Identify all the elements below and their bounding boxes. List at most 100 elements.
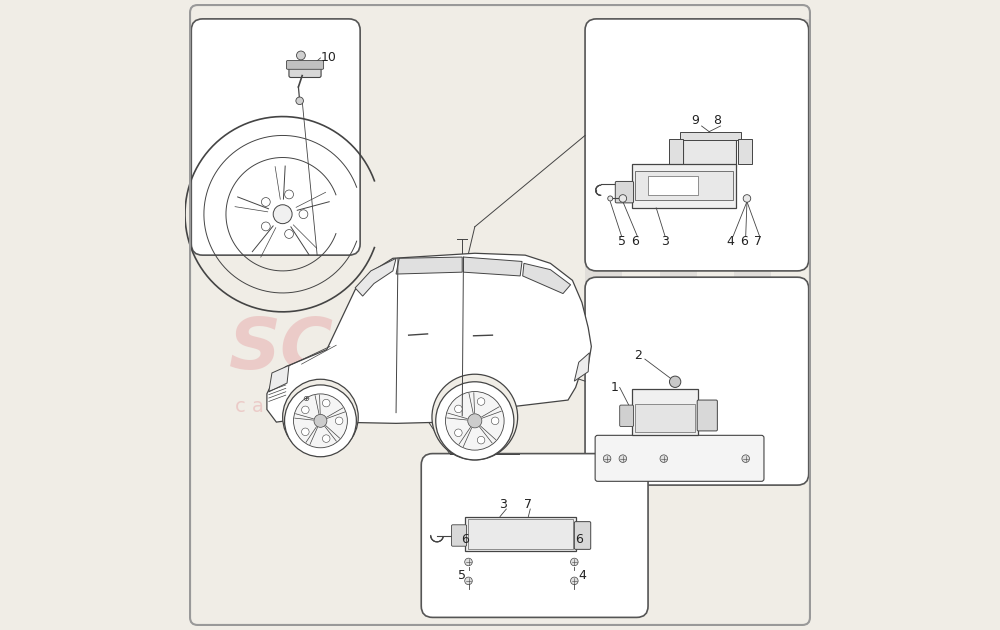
Bar xyxy=(675,361,719,401)
Text: 4: 4 xyxy=(726,235,734,248)
Bar xyxy=(660,96,697,175)
Circle shape xyxy=(302,406,309,414)
Bar xyxy=(632,321,675,361)
Text: 8: 8 xyxy=(713,115,721,127)
Circle shape xyxy=(571,558,578,566)
FancyBboxPatch shape xyxy=(697,400,717,431)
FancyBboxPatch shape xyxy=(595,435,764,481)
Bar xyxy=(719,321,762,361)
Bar xyxy=(585,408,622,485)
Bar xyxy=(622,19,660,96)
Circle shape xyxy=(335,417,343,425)
Bar xyxy=(734,408,771,485)
FancyBboxPatch shape xyxy=(620,405,634,427)
Circle shape xyxy=(302,428,309,435)
Bar xyxy=(771,19,809,96)
Circle shape xyxy=(261,198,270,207)
Text: 5: 5 xyxy=(458,569,466,581)
Circle shape xyxy=(477,437,485,444)
Bar xyxy=(738,139,752,164)
FancyBboxPatch shape xyxy=(585,277,809,485)
Bar xyxy=(771,175,809,252)
Text: 6: 6 xyxy=(741,235,748,248)
Text: 4: 4 xyxy=(578,569,586,581)
Bar xyxy=(660,408,697,485)
Bar xyxy=(635,404,695,432)
Circle shape xyxy=(743,195,751,202)
Circle shape xyxy=(742,455,749,462)
FancyBboxPatch shape xyxy=(585,19,809,271)
Circle shape xyxy=(436,382,514,460)
Circle shape xyxy=(608,196,613,201)
Circle shape xyxy=(465,558,472,566)
Circle shape xyxy=(432,374,518,460)
Bar xyxy=(669,139,683,164)
Circle shape xyxy=(314,415,327,427)
Circle shape xyxy=(285,190,293,199)
Circle shape xyxy=(491,417,499,425)
Circle shape xyxy=(468,414,482,428)
FancyBboxPatch shape xyxy=(289,62,321,77)
Bar xyxy=(675,280,719,321)
Text: 5: 5 xyxy=(618,235,626,248)
Text: 7: 7 xyxy=(754,235,762,248)
Circle shape xyxy=(660,455,668,462)
Circle shape xyxy=(285,385,356,457)
Circle shape xyxy=(571,577,578,585)
Circle shape xyxy=(285,229,293,238)
Text: 1: 1 xyxy=(611,381,619,394)
Bar xyxy=(680,132,741,140)
Text: c a r   p a r t s: c a r p a r t s xyxy=(235,397,373,416)
Polygon shape xyxy=(463,257,522,276)
Bar xyxy=(632,164,736,208)
Polygon shape xyxy=(267,253,591,423)
Text: 7: 7 xyxy=(524,498,532,511)
Text: 6: 6 xyxy=(461,533,469,546)
Bar xyxy=(632,401,675,442)
FancyBboxPatch shape xyxy=(421,454,648,617)
Text: 3: 3 xyxy=(499,498,507,511)
Circle shape xyxy=(619,455,627,462)
Circle shape xyxy=(322,399,330,407)
Text: 3: 3 xyxy=(661,235,669,248)
Bar xyxy=(465,517,576,551)
Circle shape xyxy=(296,97,303,105)
Circle shape xyxy=(477,398,485,405)
Text: 9: 9 xyxy=(691,115,699,127)
Circle shape xyxy=(261,222,270,231)
Circle shape xyxy=(273,205,292,224)
Bar xyxy=(588,442,632,482)
Circle shape xyxy=(619,195,627,202)
Bar xyxy=(648,176,698,195)
Bar xyxy=(622,175,660,252)
Bar xyxy=(585,96,622,175)
FancyBboxPatch shape xyxy=(286,60,324,69)
Bar xyxy=(762,361,806,401)
Bar xyxy=(622,329,660,408)
Circle shape xyxy=(294,394,347,448)
Circle shape xyxy=(465,577,472,585)
Text: 6: 6 xyxy=(575,533,583,546)
Bar xyxy=(762,442,806,482)
Circle shape xyxy=(455,429,462,437)
Bar xyxy=(588,280,632,321)
Polygon shape xyxy=(574,353,589,381)
Bar xyxy=(585,252,622,329)
Circle shape xyxy=(299,210,308,219)
Circle shape xyxy=(322,435,330,442)
Circle shape xyxy=(603,455,611,462)
Polygon shape xyxy=(355,258,396,296)
Text: 6: 6 xyxy=(631,235,639,248)
Text: ⊕: ⊕ xyxy=(302,394,309,403)
Polygon shape xyxy=(396,257,462,274)
Circle shape xyxy=(446,391,504,450)
Bar xyxy=(632,389,698,435)
Bar xyxy=(683,137,736,167)
Bar xyxy=(697,329,734,408)
Bar xyxy=(468,519,573,549)
Text: SCUDeria: SCUDeria xyxy=(229,315,611,384)
Bar xyxy=(675,442,719,482)
Circle shape xyxy=(455,405,462,413)
Bar xyxy=(719,401,762,442)
Bar xyxy=(660,252,697,329)
